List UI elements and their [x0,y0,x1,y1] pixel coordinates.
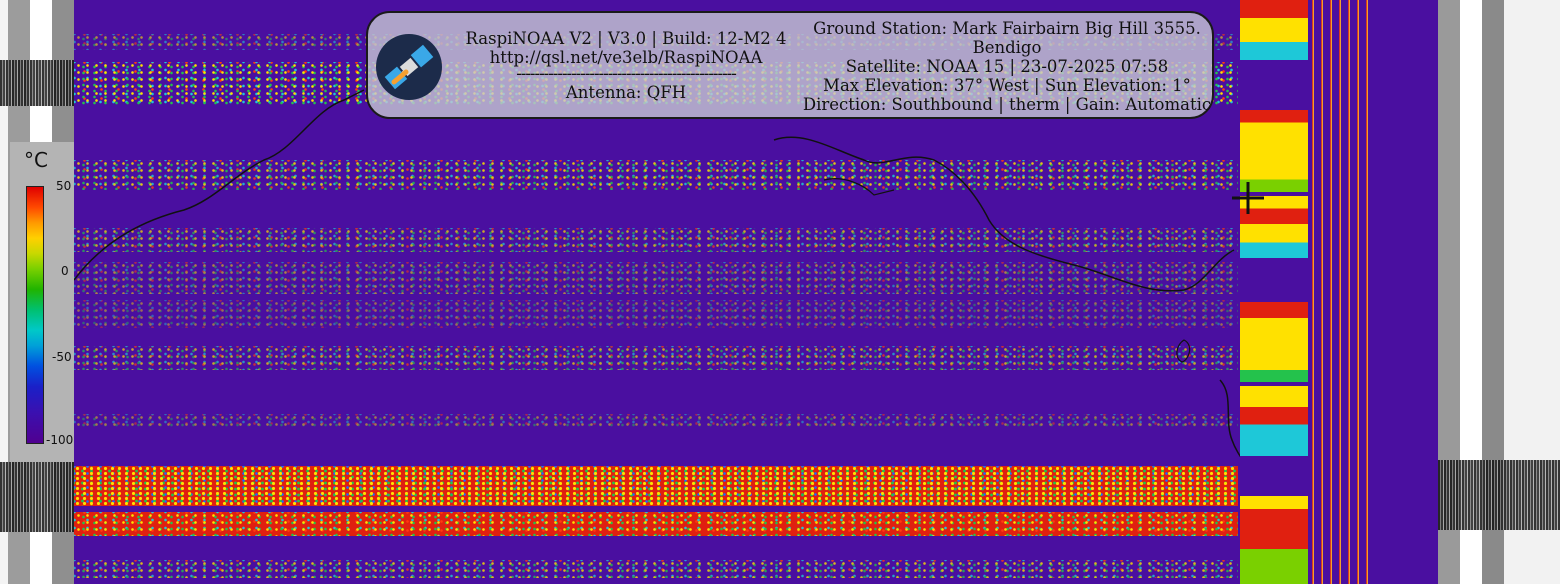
elevation-line: Max Elevation: 37° West | Sun Elevation:… [823,76,1191,95]
cloud-band [74,228,1238,252]
cloud-band [74,160,1238,190]
ground-station-cont: Bendigo [972,38,1042,57]
right-telemetry-stripe-b [1460,0,1482,584]
divider: ----------------------------------------… [516,67,737,83]
cloud-band [74,300,1238,328]
antenna-line: Antenna: QFH [565,83,687,102]
temperature-legend: °C 50 0 -50 -100 [10,142,74,462]
legend-tick: 50 [56,179,72,193]
calibration-wedge [1240,110,1308,192]
build-line: RaspiNOAA V2 | V3.0 | Build: 12-M2 4 [465,29,787,48]
calibration-wedge [1240,496,1308,584]
right-imagery-edge [1368,0,1438,584]
sync-lines [1308,0,1368,584]
satellite-icon [376,34,442,100]
legend-tick: 0 [61,264,69,278]
hot-cloud-band [74,466,1238,506]
color-scale-bar [26,186,44,444]
cloud-band [74,414,1238,428]
right-telemetry-stripe-a [1438,0,1460,584]
legend-tick: -50 [52,350,72,364]
calibration-wedge [1240,196,1308,258]
right-telemetry-stripe-c [1482,0,1504,584]
cloud-band [74,346,1238,370]
pass-details: Ground Station: Mark Fairbairn Big Hill … [800,19,1214,114]
calibration-wedge [1240,0,1308,60]
hot-cloud-band [74,512,1238,536]
left-edge-stripe [0,0,8,584]
project-url: http://qsl.net/ve3elb/RaspiNOAA [489,48,763,67]
cloud-band [74,262,1238,294]
crosshair-icon [1232,182,1264,214]
left-noise-block [0,462,74,532]
left-noise-block [0,60,74,106]
direction-line: Direction: Southbound | therm | Gain: Au… [802,95,1212,114]
calibration-block [1240,0,1308,584]
ground-station-line: Ground Station: Mark Fairbairn Big Hill … [813,19,1201,38]
satellite-line: Satellite: NOAA 15 | 23-07-2025 07:58 [845,57,1169,76]
cloud-band [74,560,1238,578]
legend-tick: -100 [46,433,74,447]
right-noise-block [1438,460,1560,530]
pass-info-panel: RaspiNOAA V2 | V3.0 | Build: 12-M2 4 htt… [366,11,1214,119]
legend-unit: °C [24,148,48,172]
calibration-wedge [1240,302,1308,382]
calibration-wedge [1240,386,1308,456]
build-info: RaspiNOAA V2 | V3.0 | Build: 12-M2 4 htt… [456,29,796,102]
